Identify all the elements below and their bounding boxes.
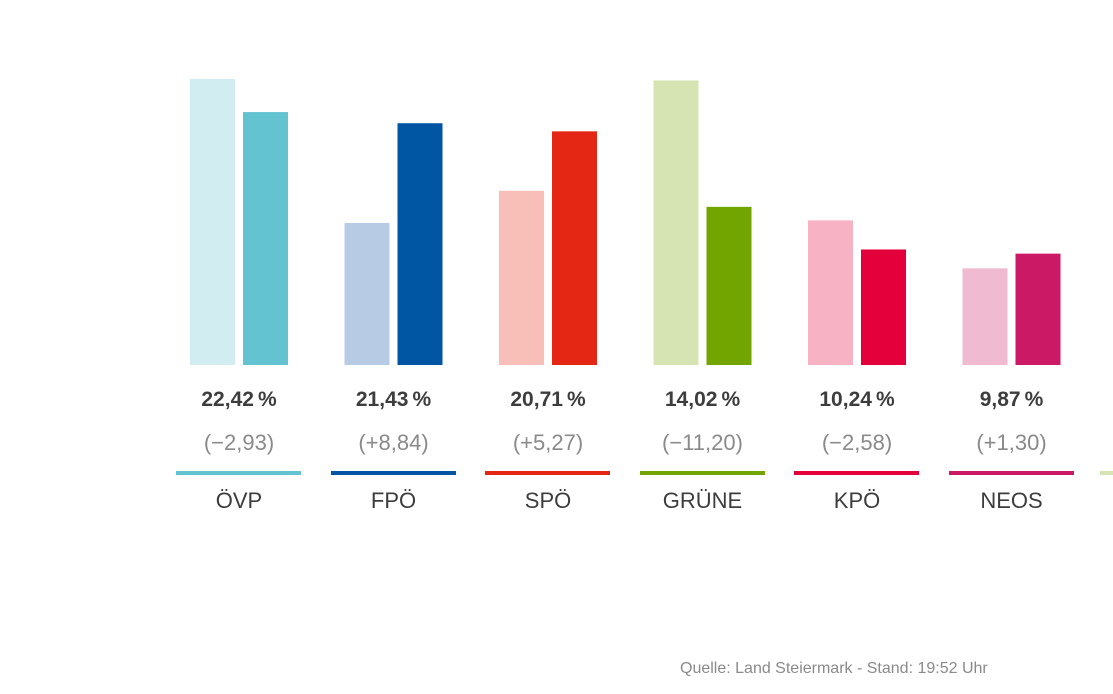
party-name: SPÖ bbox=[524, 488, 572, 513]
party-name: FPÖ bbox=[370, 488, 417, 513]
change-label: (+5,27) bbox=[512, 430, 584, 455]
change-label: (−2,58) bbox=[821, 430, 893, 455]
change-label: (−11,20) bbox=[662, 430, 743, 455]
change-label: (+8,84) bbox=[358, 430, 429, 455]
value-number: 10,24 bbox=[819, 388, 872, 411]
party-name: KPÖ bbox=[833, 488, 881, 513]
bar-previous-4 bbox=[808, 220, 853, 365]
value-number: 14,02 bbox=[664, 388, 718, 411]
percent-sign: % bbox=[875, 388, 895, 411]
value-label: 20,71% bbox=[485, 388, 611, 412]
party-color-underline bbox=[485, 471, 610, 475]
percent-sign: % bbox=[412, 388, 432, 411]
value-number: 9,87 bbox=[979, 388, 1021, 411]
party-color-underline bbox=[948, 471, 1074, 475]
party-color-underline bbox=[330, 471, 456, 475]
percent-sign: % bbox=[566, 388, 586, 411]
bar-current-2 bbox=[552, 131, 597, 365]
party-name: GRÜNE bbox=[662, 488, 743, 513]
value-number: 22,42 bbox=[201, 388, 254, 411]
value-label: 22,42% bbox=[176, 388, 302, 412]
value-label: 14,02% bbox=[640, 388, 766, 412]
party-name: NEOS bbox=[980, 488, 1043, 513]
percent-sign: % bbox=[1024, 388, 1044, 411]
source-note: Quelle: Land Steiermark - Stand: 19:52 U… bbox=[680, 660, 988, 677]
value-number: 21,43 bbox=[355, 388, 409, 411]
bar-previous-2 bbox=[499, 190, 544, 365]
bar-previous-1 bbox=[344, 222, 390, 365]
value-label: 9,87% bbox=[949, 388, 1075, 412]
bar-current-3 bbox=[706, 206, 752, 365]
bar-current-0 bbox=[243, 112, 288, 365]
bar-previous-0 bbox=[190, 79, 235, 365]
value-label: 21,43% bbox=[331, 388, 457, 412]
party-color-underline-offscreen bbox=[1100, 471, 1113, 475]
party-color-underline bbox=[794, 471, 919, 475]
change-label: (+1,30) bbox=[976, 430, 1047, 455]
bar-current-1 bbox=[397, 123, 443, 365]
change-label: (−2,93) bbox=[203, 430, 275, 455]
bar-previous-3 bbox=[653, 80, 699, 365]
percent-sign: % bbox=[257, 388, 277, 411]
bar-current-4 bbox=[861, 249, 906, 365]
bar-current-5 bbox=[1015, 253, 1061, 365]
party-color-underline bbox=[176, 471, 301, 475]
value-number: 20,71 bbox=[510, 388, 563, 411]
percent-sign: % bbox=[721, 388, 741, 411]
party-name: ÖVP bbox=[215, 488, 263, 513]
value-label: 10,24% bbox=[794, 388, 920, 412]
bar-previous-5 bbox=[962, 268, 1008, 365]
party-color-underline bbox=[639, 471, 765, 475]
